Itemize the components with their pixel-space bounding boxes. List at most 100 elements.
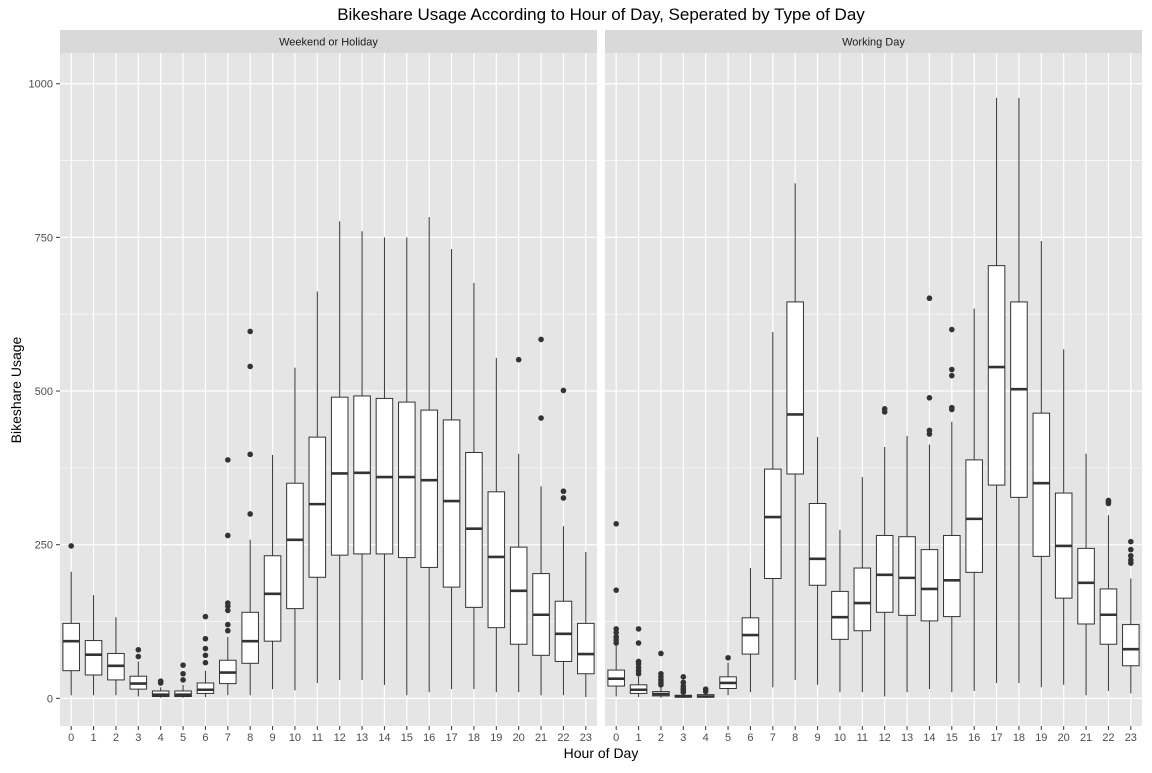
box-iqr [420,409,438,568]
x-tick-label: 9 [815,732,821,744]
outlier-point [949,326,955,333]
panel-background [60,53,597,726]
x-tick-label: 6 [202,732,208,744]
x-tick-label: 4 [158,732,164,744]
outlier-point [926,394,933,401]
box-hour-5 [174,662,192,698]
box-hour-8 [241,328,259,696]
x-tick-label: 0 [68,732,74,744]
box-hour-4 [151,678,170,698]
x-tick-label: 3 [135,732,141,744]
box-hour-12 [330,221,349,680]
outlier-point [225,627,231,634]
x-tick-label: 14 [923,732,935,744]
outlier-point [613,634,619,640]
box-hour-14 [920,295,939,690]
outlier-point [247,363,253,370]
box-hour-16 [965,308,983,691]
box-iqr [241,611,259,664]
outlier-point [658,670,664,677]
box-iqr [263,555,282,642]
x-tick-label: 13 [356,732,368,744]
box-hour-14 [375,237,394,685]
outlier-point [157,678,164,684]
outlier-point [202,652,209,659]
outlier-point [1128,557,1134,563]
outlier-point [225,600,231,606]
box-hour-22 [554,387,573,696]
box-hour-23 [577,552,595,698]
outlier-point [613,626,619,632]
x-tick-label: 10 [834,732,846,744]
box-iqr [487,491,506,629]
box-hour-15 [943,326,961,693]
outlier-point [135,646,142,653]
outlier-point [1128,546,1134,553]
box-iqr [786,301,804,475]
box-iqr [943,534,961,618]
box-iqr [1122,624,1140,667]
outlier-point [725,654,731,661]
x-tick-label: 5 [725,732,731,744]
x-tick-label: 15 [946,732,958,744]
box-iqr [554,600,573,662]
box-iqr [764,468,782,579]
x-tick-label: 16 [423,732,435,744]
y-tick-label: 500 [35,386,53,398]
box-iqr [196,682,215,694]
x-tick-label: 9 [270,732,276,744]
y-tick-label: 250 [35,540,53,552]
outlier-point [949,366,955,373]
x-tick-label: 3 [680,732,686,744]
box-hour-9 [808,437,827,685]
outlier-point [1105,497,1112,504]
facet-strip-label: Weekend or Holiday [279,37,378,49]
facet-strip-label: Working Day [842,37,905,49]
outlier-point [881,406,888,412]
x-tick-label: 15 [401,732,413,744]
outlier-point [926,295,933,302]
outlier-point [247,511,253,517]
outlier-point [702,686,709,692]
box-iqr [987,265,1006,486]
x-tick-label: 18 [468,732,480,744]
outlier-point [949,404,955,411]
outlier-point [1128,552,1134,559]
outlier-point [613,520,619,527]
box-iqr [1032,412,1051,557]
outlier-point [180,677,186,683]
box-hour-7 [219,457,237,696]
x-tick-label: 23 [1125,732,1137,744]
x-tick-label: 0 [613,732,619,744]
y-tick-label: 1000 [29,79,53,91]
outlier-point [202,635,209,642]
box-hour-9 [263,454,282,690]
outlier-point [135,653,142,660]
box-iqr [577,622,595,675]
outlier-point [202,659,209,666]
outlier-point [680,679,687,686]
x-tick-label: 19 [490,732,502,744]
box-hour-1 [629,626,648,698]
box-hour-3 [129,646,148,697]
box-iqr [898,536,916,616]
x-tick-label: 20 [513,732,525,744]
x-tick-label: 4 [703,732,709,744]
box-iqr [442,419,461,588]
box-hour-20 [1054,349,1073,685]
box-hour-13 [898,435,916,693]
box-hour-1 [84,595,103,696]
box-hour-21 [1077,453,1095,696]
outlier-point [538,415,544,421]
box-hour-17 [442,249,461,690]
box-iqr [965,459,983,573]
box-hour-20 [509,356,528,693]
outlier-point [225,621,231,628]
outlier-point [538,336,544,343]
box-hour-13 [353,231,371,680]
x-tick-label: 1 [91,732,97,744]
box-hour-2 [652,650,670,698]
x-tick-label: 16 [968,732,980,744]
